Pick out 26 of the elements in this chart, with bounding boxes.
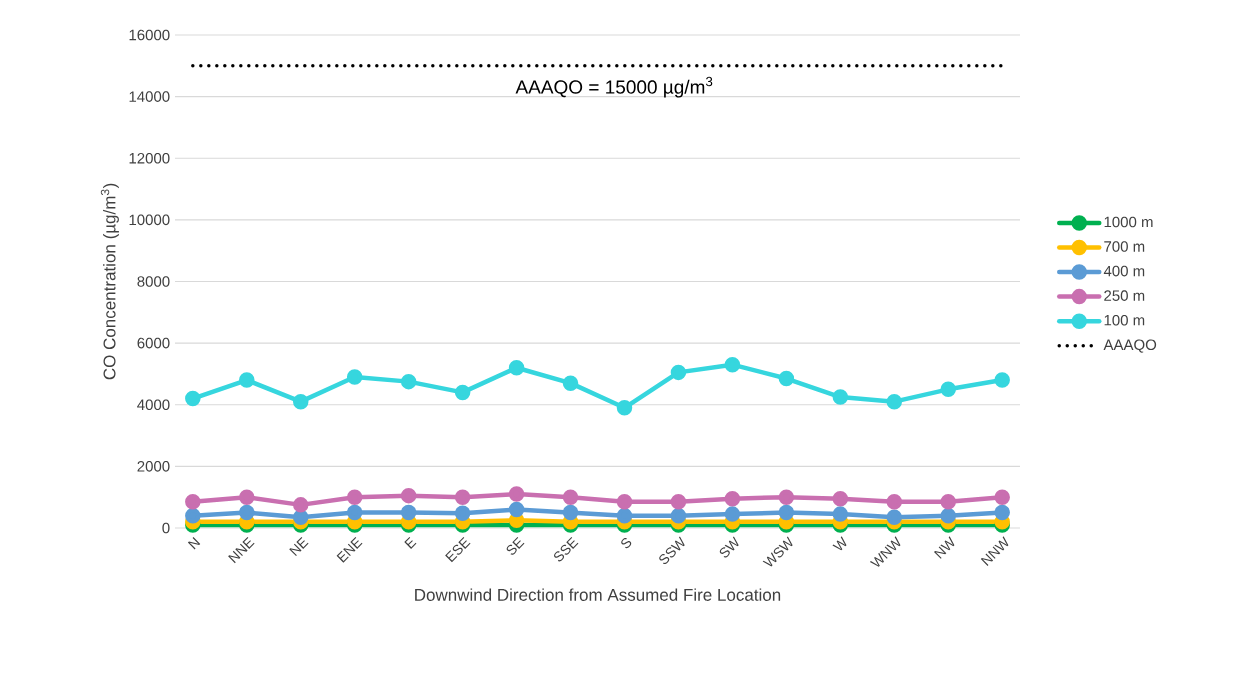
legend-label: 250 m [1104, 290, 1145, 301]
legend-label: 700 m [1104, 241, 1145, 252]
legend-label: 1000 m [1104, 216, 1153, 228]
y-tick-label: 4000 [137, 399, 170, 411]
x-tick-label: E [404, 536, 417, 549]
y-tick-label: 2000 [137, 461, 170, 472]
y-tick-label: 12000 [129, 152, 170, 164]
annotation: AAAQO = 15000 µg/m$^{3}$ [515, 76, 713, 98]
legend-label: AAAQO [1103, 339, 1157, 353]
y-axis-title: CO Concentration (µg/m$^{3}$) [100, 183, 119, 380]
x-tick-label: SE [506, 537, 525, 555]
x-tick-label: S [621, 538, 632, 549]
x-tick-label: N [187, 537, 201, 550]
x-tick-label: NE [289, 536, 309, 557]
x-tick-label: W [832, 536, 847, 551]
x-axis-title: Downwind Direction from Assumed Fire Location [415, 588, 781, 601]
y-tick-label: 16000 [129, 29, 170, 41]
y-tick-label: 10000 [129, 214, 170, 226]
legend-label: 400 m [1103, 265, 1145, 277]
x-tick-label: NW [933, 536, 955, 559]
legend-label: 100 m [1104, 314, 1145, 326]
x-tick-label: SW [719, 536, 739, 558]
y-tick-label: 0 [162, 522, 170, 534]
y-tick-label: 14000 [129, 91, 170, 102]
y-tick-label: 8000 [137, 276, 170, 287]
y-tick-label: 6000 [137, 337, 170, 349]
